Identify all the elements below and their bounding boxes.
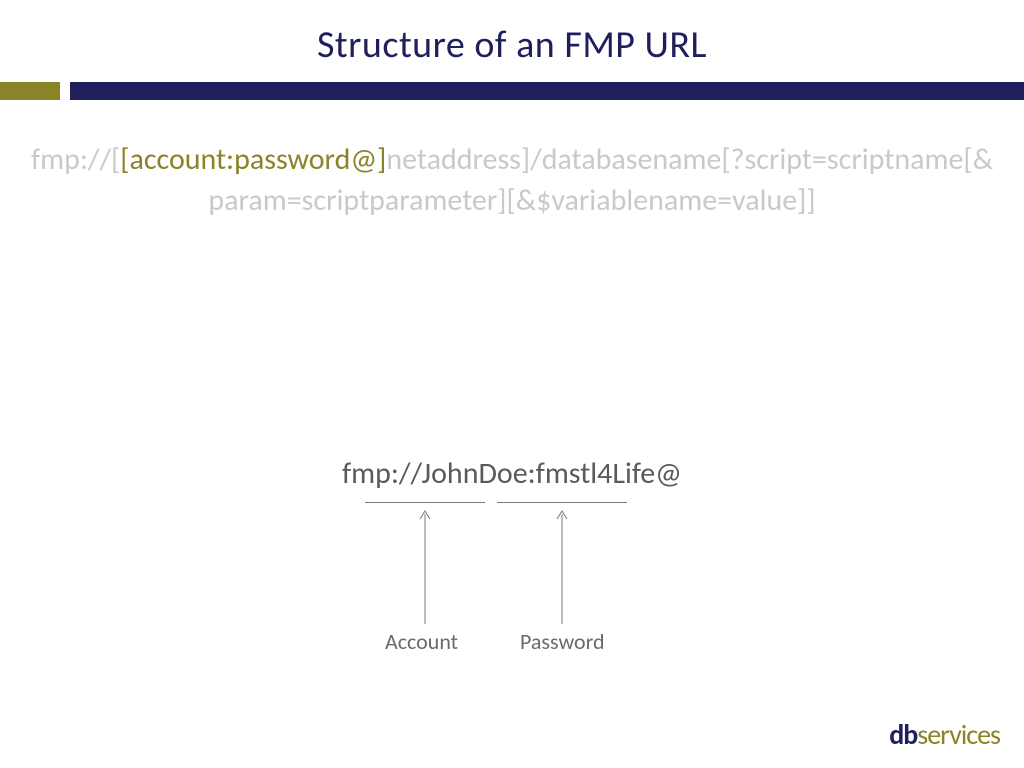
logo-services: services	[917, 717, 1000, 752]
arrow-account	[419, 508, 431, 624]
logo: dbservices	[889, 717, 1000, 752]
logo-db: db	[889, 717, 917, 752]
arrow-password	[556, 508, 568, 624]
underline-account	[365, 502, 485, 503]
label-password: Password	[520, 628, 605, 655]
slide-title: Structure of an FMP URL	[0, 0, 1024, 82]
url-syntax: fmp://[[account:password@]netaddress]/da…	[0, 140, 1024, 221]
header-divider	[0, 82, 1024, 100]
main-bar	[70, 82, 1024, 100]
syntax-pre: fmp://[	[31, 141, 120, 178]
accent-bar	[0, 82, 60, 100]
underline-password	[497, 502, 627, 503]
syntax-highlight: [account:password@]	[120, 141, 386, 178]
label-account: Account	[385, 628, 458, 655]
example-region: fmp://JohnDoe:fmstl4Life@	[0, 455, 1024, 492]
example-text: fmp://JohnDoe:fmstl4Life@	[342, 455, 682, 492]
bar-gap	[60, 82, 70, 100]
